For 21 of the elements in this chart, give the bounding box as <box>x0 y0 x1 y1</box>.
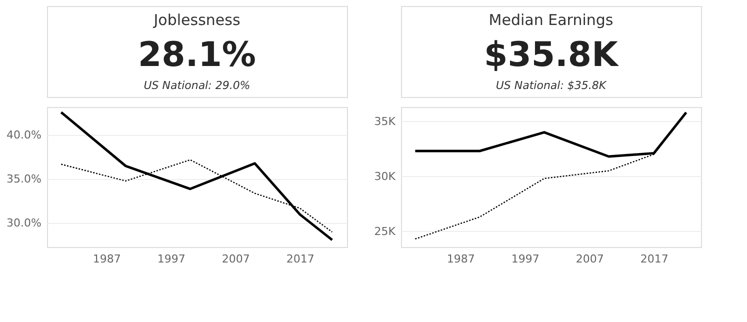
y-tick-label: 30.0% <box>6 216 42 230</box>
text: US National: $35.8K <box>496 79 607 92</box>
y-tick-label: 35K <box>374 114 396 128</box>
x-tick-label: 1997 <box>157 252 186 266</box>
x-tick-label: 2017 <box>286 252 314 266</box>
x-tick-label: 1987 <box>446 252 475 266</box>
x-tick-label: 1997 <box>511 252 540 266</box>
y-tick-label: 35.0% <box>6 172 42 186</box>
text: US National: 29.0% <box>144 79 250 92</box>
x-tick-label: 2007 <box>576 252 604 266</box>
chart-subtitle: $35.8K <box>484 35 620 75</box>
chart-title: Median Earnings <box>488 11 614 29</box>
y-tick-label: 40.0% <box>6 128 42 142</box>
x-tick-label: 2007 <box>222 252 250 266</box>
y-tick-label: 30K <box>374 170 396 183</box>
chart-subtitle: 28.1% <box>138 35 256 75</box>
x-tick-label: 2017 <box>640 252 668 266</box>
y-tick-label: 25K <box>374 224 396 238</box>
line-series <box>60 111 334 242</box>
x-tick-label: 1987 <box>92 252 121 266</box>
chart-title: Joblessness <box>152 11 240 29</box>
